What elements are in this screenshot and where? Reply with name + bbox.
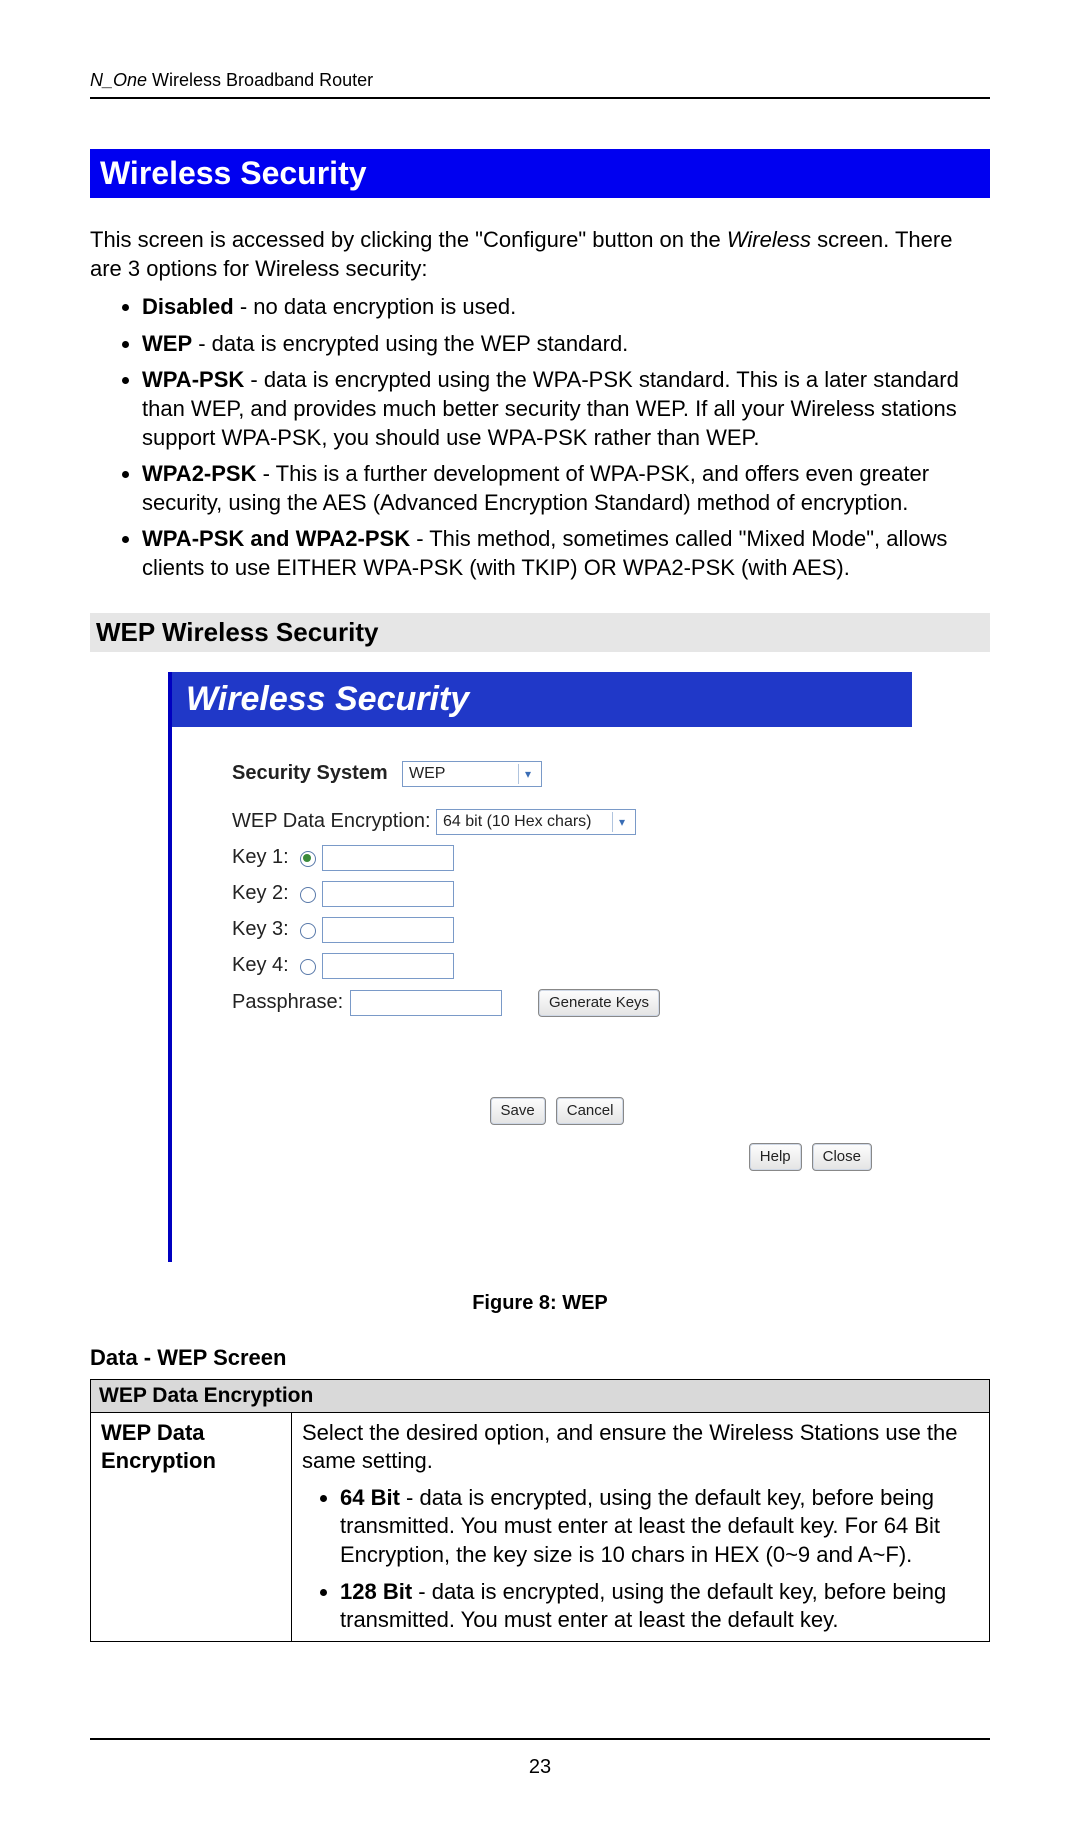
security-system-label: Security System — [232, 762, 402, 785]
intro-italic: Wireless — [727, 227, 811, 252]
key3-radio[interactable] — [300, 923, 316, 939]
key1-input[interactable] — [322, 845, 454, 871]
key1-radio[interactable] — [300, 851, 316, 867]
security-options-list: Disabled - no data encryption is used. W… — [90, 293, 990, 582]
list-item: 128 Bit - data is encrypted, using the d… — [340, 1578, 979, 1635]
list-item: WPA-PSK - data is encrypted using the WP… — [142, 366, 990, 452]
option-name: WPA2-PSK — [142, 461, 257, 486]
wep-encryption-label: WEP Data Encryption: — [232, 810, 436, 833]
option-name: WPA-PSK and WPA2-PSK — [142, 526, 410, 551]
list-item: WPA-PSK and WPA2-PSK - This method, some… — [142, 525, 990, 582]
table-cell-key: WEP Data Encryption — [91, 1412, 292, 1641]
key4-label: Key 4: — [232, 954, 294, 977]
header-product-italic: N_One — [90, 70, 147, 90]
wep-encryption-value: 64 bit (10 Hex chars) — [443, 813, 592, 831]
cancel-button[interactable]: Cancel — [556, 1097, 625, 1125]
screenshot-title-bar: Wireless Security — [172, 672, 912, 727]
table-intro: Select the desired option, and ensure th… — [302, 1420, 958, 1474]
key4-input[interactable] — [322, 953, 454, 979]
security-system-value: WEP — [409, 765, 445, 783]
option-desc: - no data encryption is used. — [234, 294, 517, 319]
header-product-rest: Wireless Broadband Router — [147, 70, 373, 90]
list-item: WPA2-PSK - This is a further development… — [142, 460, 990, 517]
bit-name: 64 Bit — [340, 1485, 400, 1510]
security-system-select[interactable]: WEP ▾ — [402, 761, 542, 787]
key1-label: Key 1: — [232, 846, 294, 869]
key4-radio[interactable] — [300, 959, 316, 975]
key2-label: Key 2: — [232, 882, 294, 905]
wep-encryption-select[interactable]: 64 bit (10 Hex chars) ▾ — [436, 809, 636, 835]
save-button[interactable]: Save — [490, 1097, 546, 1125]
data-wep-heading: Data - WEP Screen — [90, 1345, 990, 1371]
bit-desc: - data is encrypted, using the default k… — [340, 1485, 940, 1567]
key2-radio[interactable] — [300, 887, 316, 903]
key2-input[interactable] — [322, 881, 454, 907]
bit-desc: - data is encrypted, using the default k… — [340, 1579, 946, 1633]
screenshot-body: Security System WEP ▾ WEP Data Encryptio… — [172, 727, 912, 1171]
table-cell-desc: Select the desired option, and ensure th… — [292, 1412, 990, 1641]
intro-paragraph: This screen is accessed by clicking the … — [90, 226, 990, 283]
option-name: Disabled — [142, 294, 234, 319]
wep-subheading: WEP Wireless Security — [90, 613, 990, 652]
chevron-down-icon: ▾ — [612, 812, 631, 832]
section-title-bar: Wireless Security — [90, 149, 990, 198]
page-number: 23 — [529, 1756, 551, 1778]
list-item: 64 Bit - data is encrypted, using the de… — [340, 1484, 979, 1570]
option-desc: - This is a further development of WPA-P… — [142, 461, 929, 515]
intro-text-1: This screen is accessed by clicking the … — [90, 227, 727, 252]
key3-label: Key 3: — [232, 918, 294, 941]
encryption-bit-list: 64 Bit - data is encrypted, using the de… — [302, 1484, 979, 1635]
close-button[interactable]: Close — [812, 1143, 872, 1171]
passphrase-label: Passphrase: — [232, 991, 350, 1014]
document-page: N_One Wireless Broadband Router Wireless… — [0, 0, 1080, 1823]
bit-name: 128 Bit — [340, 1579, 412, 1604]
help-button[interactable]: Help — [749, 1143, 802, 1171]
option-name: WPA-PSK — [142, 367, 244, 392]
save-cancel-row: Save Cancel — [232, 1097, 882, 1125]
list-item: Disabled - no data encryption is used. — [142, 293, 990, 322]
generate-keys-button[interactable]: Generate Keys — [538, 989, 660, 1017]
help-close-row: Help Close — [232, 1143, 882, 1171]
key3-input[interactable] — [322, 917, 454, 943]
option-name: WEP — [142, 331, 192, 356]
running-header: N_One Wireless Broadband Router — [90, 70, 990, 99]
chevron-down-icon: ▾ — [518, 764, 537, 784]
passphrase-input[interactable] — [350, 990, 502, 1016]
option-desc: - data is encrypted using the WEP standa… — [192, 331, 628, 356]
page-footer: 23 — [90, 1738, 990, 1779]
table-header: WEP Data Encryption — [91, 1379, 990, 1412]
wep-screenshot: Wireless Security Security System WEP ▾ … — [168, 672, 912, 1262]
list-item: WEP - data is encrypted using the WEP st… — [142, 330, 990, 359]
option-desc: - data is encrypted using the WPA-PSK st… — [142, 367, 959, 449]
wep-data-table: WEP Data Encryption WEP Data Encryption … — [90, 1379, 990, 1642]
figure-caption: Figure 8: WEP — [90, 1292, 990, 1315]
